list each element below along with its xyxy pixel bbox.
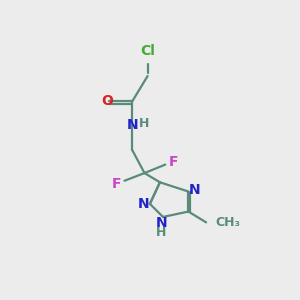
Text: H: H — [156, 226, 167, 239]
Text: F: F — [168, 154, 178, 169]
Text: H: H — [139, 117, 150, 130]
Text: F: F — [112, 177, 122, 191]
Text: N: N — [156, 216, 167, 230]
Text: N: N — [126, 118, 138, 131]
Text: N: N — [138, 197, 150, 211]
Text: O: O — [102, 94, 113, 108]
Text: N: N — [189, 183, 200, 197]
Text: CH₃: CH₃ — [215, 216, 240, 229]
Text: Cl: Cl — [140, 44, 155, 58]
